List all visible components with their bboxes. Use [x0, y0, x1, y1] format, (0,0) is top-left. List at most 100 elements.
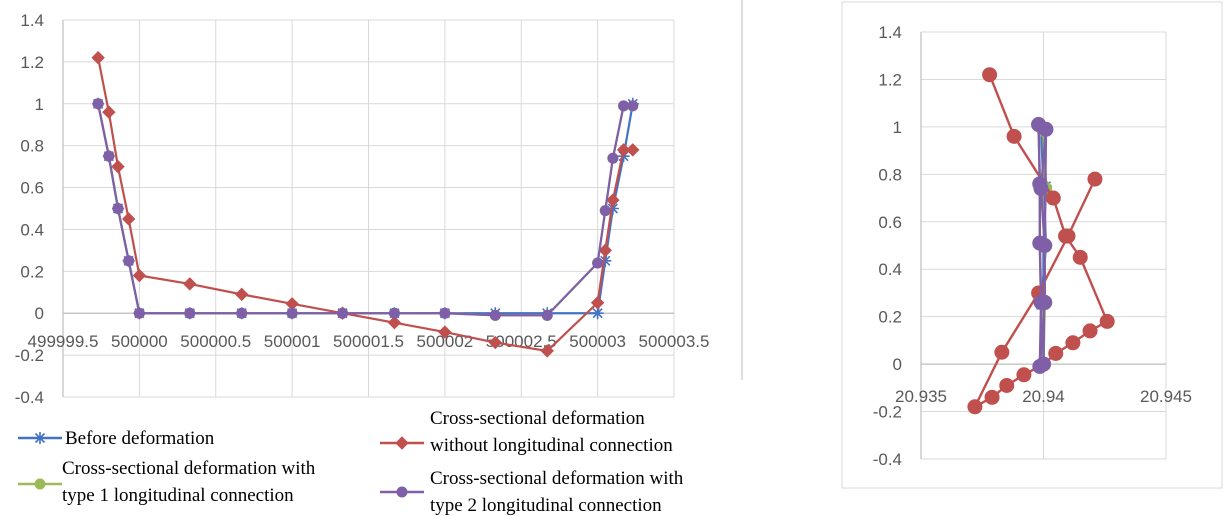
legend-label-line: Cross-sectional deformation — [430, 408, 645, 429]
data-point-without — [1072, 249, 1088, 265]
x-tick-label: 500001 — [264, 332, 321, 351]
x-tick-label: 500000 — [111, 332, 168, 351]
data-point-before — [599, 254, 612, 267]
series-type2 — [92, 98, 639, 321]
y-tick-label: 1.2 — [878, 70, 902, 89]
data-point-without — [132, 268, 147, 283]
data-point-type2 — [236, 307, 248, 319]
data-point-type2 — [123, 255, 135, 267]
y-tick-label: 1.4 — [20, 11, 44, 30]
legend-label: Cross-sectional deformation with type 1 l… — [62, 458, 316, 506]
data-point-without — [1006, 128, 1022, 144]
data-point-without — [1060, 228, 1076, 244]
y-tick-label: 0 — [35, 304, 44, 323]
data-point-without — [616, 143, 631, 157]
legend-item-before: Before deformation — [18, 428, 215, 449]
series-line-type2 — [97, 103, 633, 317]
data-point-type2 — [541, 309, 553, 321]
y-tick-label: 0.4 — [20, 220, 44, 239]
legend-swatch-marker — [395, 436, 409, 450]
data-point-without — [1065, 335, 1081, 351]
data-point-without — [438, 325, 452, 339]
data-point-type2 — [1037, 294, 1053, 310]
data-point-type2 — [607, 152, 619, 164]
legend-swatch-marker — [396, 486, 408, 498]
y-tick-labels: -0.4 -0.2 0 0.2 0.4 0.6 0.8 1 1.2 1.4 — [873, 23, 902, 469]
legend-label: Cross-sectional deformation without longi… — [430, 408, 673, 456]
x-tick-label: 499999.5 — [28, 332, 99, 351]
series-line-without — [97, 57, 633, 353]
data-point-type2 — [1036, 356, 1051, 372]
data-point-without — [540, 344, 554, 358]
y-tick-label: 1 — [35, 95, 44, 114]
right-chart: -0.4-0.200.20.40.60.811.21.420.935 20.94 2… — [873, 23, 1192, 469]
legend-label-line: Cross-sectional deformation with — [62, 458, 316, 479]
data-point-type2 — [112, 203, 124, 214]
y-tick-label: 1 — [893, 118, 902, 137]
legend-label: Before deformation — [65, 428, 215, 449]
data-point-without — [994, 344, 1010, 360]
y-tick-label: 0.2 — [878, 308, 902, 327]
series-type2 — [1031, 117, 1054, 374]
data-point-without — [984, 389, 1000, 405]
data-point-type2 — [599, 205, 611, 217]
data-point-type2 — [133, 307, 145, 319]
legend-item-without: Cross-sectional deformation without longi… — [380, 408, 673, 456]
data-point-type2 — [1037, 238, 1053, 253]
data-point-without — [183, 277, 197, 291]
data-point-without — [967, 399, 983, 415]
x-tick-label: 500003 — [569, 332, 626, 351]
y-tick-label: 0.8 — [878, 165, 902, 184]
x-tick-label: 500002 — [417, 332, 474, 351]
data-point-without — [1099, 313, 1115, 329]
data-point-without — [982, 67, 998, 83]
x-tick-label: 20.945 — [1140, 387, 1192, 406]
right-chart-border — [841, 1, 1223, 489]
data-point-type2 — [618, 100, 630, 112]
data-point-without — [91, 50, 105, 65]
series-type1 — [92, 98, 639, 321]
y-tick-label: 0.6 — [20, 179, 44, 198]
data-point-without — [387, 315, 402, 330]
data-point-without — [626, 143, 640, 157]
x-tick-label: 500001.5 — [333, 332, 404, 351]
data-point-before — [591, 307, 604, 320]
data-point-without — [598, 243, 612, 258]
data-point-without — [1048, 345, 1064, 361]
data-point-without — [1045, 190, 1061, 206]
data-point-type2 — [627, 100, 639, 112]
y-tick-label: -0.4 — [873, 450, 902, 469]
data-point-without — [235, 287, 249, 302]
x-tick-label: 500003.5 — [639, 332, 710, 351]
x-tick-labels: 20.935 20.94 20.945 — [895, 387, 1192, 406]
legend-item-type2: Cross-sectional deformation with type 2 l… — [380, 468, 684, 516]
data-point-type2 — [337, 307, 349, 319]
series-before — [92, 97, 639, 320]
legend-label-line: Cross-sectional deformation with — [430, 468, 684, 489]
data-point-without — [121, 212, 136, 226]
left-chart: -0.4 -0.2 0 0.2 0.4 0.6 0.8 1 1.2 1.4 499999.5 5000… — [15, 11, 710, 407]
data-point-type2 — [1038, 121, 1054, 137]
y-tick-labels: -0.4 -0.2 0 0.2 0.4 0.6 0.8 1 1.2 1.4 — [15, 11, 44, 407]
series-line-type2 — [1037, 124, 1048, 367]
data-point-type2 — [592, 257, 604, 269]
legend-item-type1: Cross-sectional deformation with type 1 l… — [18, 458, 316, 506]
legend-swatch-marker — [34, 432, 46, 444]
data-point-without — [590, 296, 605, 310]
data-point-without — [1087, 171, 1103, 187]
legend: Before deformation Cross-sectional deform… — [18, 408, 684, 516]
y-tick-label: -0.2 — [15, 346, 44, 365]
y-tick-label: -0.2 — [873, 403, 902, 422]
series-line-type1 — [97, 103, 633, 317]
x-tick-label: 500002.5 — [486, 332, 557, 351]
data-point-without — [606, 193, 620, 207]
x-tick-label: 20.935 — [895, 387, 947, 406]
legend-label-line: type 1 longitudinal connection — [62, 485, 294, 506]
x-tick-labels: 499999.5 500000 500000.5 500001 500001.5 5000… — [28, 332, 710, 351]
legend-label-line: type 2 longitudinal connection — [430, 495, 662, 516]
y-tick-label: 0.4 — [878, 260, 902, 279]
data-point-before — [606, 202, 619, 215]
y-tick-label: -0.4 — [15, 388, 44, 407]
data-point-type2 — [92, 98, 104, 110]
